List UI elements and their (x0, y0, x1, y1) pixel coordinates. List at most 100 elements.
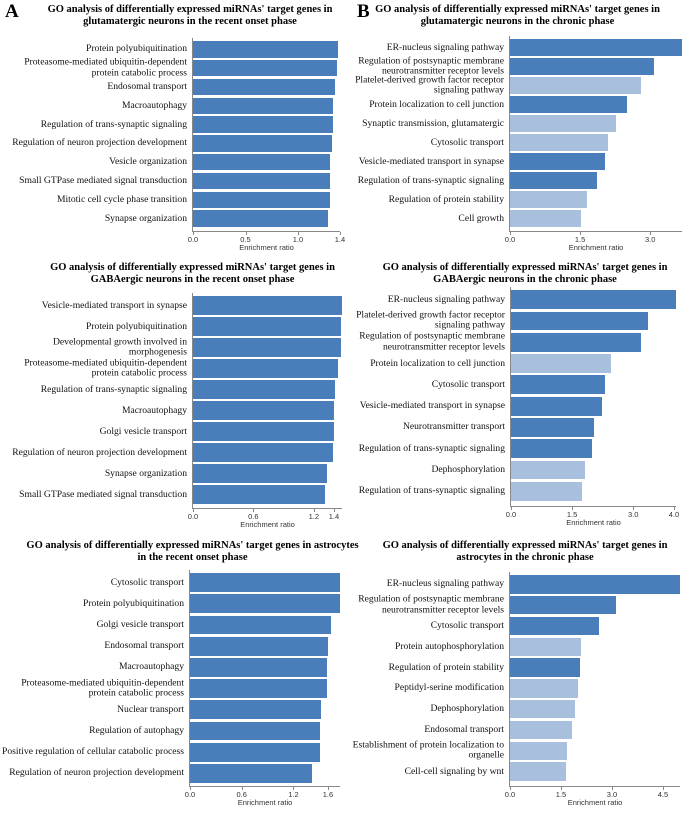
category-label: Mitotic cell cycle phase transition (56, 193, 187, 205)
x-axis-line (193, 508, 342, 509)
bar (193, 59, 337, 77)
bar (193, 135, 332, 152)
bar (193, 485, 325, 504)
chart-title: GO analysis of differentially expressed … (26, 540, 359, 563)
x-tick-mark (650, 232, 652, 235)
category-label: Protein localization to cell junction (370, 357, 505, 369)
category-label: Protein autophosphorylation (395, 640, 504, 652)
category-label: Regulation of postsynaptic membrane neur… (358, 55, 504, 77)
bar (190, 594, 340, 614)
bar (193, 78, 335, 96)
category-label: Protein polyubiquitination (83, 597, 184, 609)
category-label: Regulation of trans-synaptic signaling (357, 174, 504, 186)
bar (190, 615, 332, 635)
bar (193, 464, 327, 483)
category-label: Protein polyubiquitination (86, 43, 187, 55)
bar (510, 596, 617, 615)
bar (511, 481, 582, 501)
x-tick-label: 3.0 (628, 510, 639, 519)
x-tick-label: 0.6 (248, 512, 259, 521)
category-label: Proteasome-mediated ubiquitin-dependent … (24, 56, 187, 79)
category-label: Cytosolic transport (110, 576, 184, 588)
bar (510, 575, 680, 594)
bar (510, 172, 597, 189)
bar (193, 153, 330, 171)
x-axis-line (193, 231, 340, 232)
bar (193, 172, 330, 190)
x-tick-mark (561, 787, 562, 790)
category-label: Platelet-derived growth factor receptor … (356, 309, 505, 331)
x-axis-line (510, 786, 680, 787)
x-tick-mark (293, 787, 295, 790)
x-tick-label: 1.5 (566, 510, 578, 519)
x-axis-line (510, 231, 682, 232)
bar (193, 116, 333, 133)
category-label: Cytosolic transport (431, 378, 505, 390)
x-tick-label: 1.2 (308, 512, 320, 521)
category-label: Cell-cell signaling by wnt (404, 765, 504, 777)
category-label: Positive regulation of cellular cataboli… (2, 745, 184, 757)
category-label: Neurotransmitter transport (402, 421, 505, 433)
chart-title: GO analysis of differentially expressed … (382, 540, 668, 563)
chart-title: GO analysis of differentially expressed … (47, 4, 333, 27)
x-tick-mark (572, 507, 574, 510)
x-axis-label: Enrichment ratio (568, 243, 624, 252)
x-tick-label: 4.5 (657, 790, 669, 799)
x-tick-mark (510, 232, 511, 235)
bar (510, 741, 568, 760)
bar (510, 679, 578, 698)
category-label: Regulation of protein stability (388, 661, 504, 673)
bar (193, 317, 341, 336)
y-axis-line (509, 36, 510, 232)
x-tick-label: 4.0 (668, 510, 680, 519)
y-axis-line (192, 38, 193, 232)
category-label: Proteasome-mediated ubiquitin-dependent … (24, 357, 187, 379)
x-tick-label: 1.2 (288, 790, 299, 799)
chart-title: GO analysis of differentially expressed … (382, 262, 668, 285)
bar (510, 191, 588, 208)
x-tick-mark (633, 507, 635, 510)
category-label: Developmental growth involved in morphog… (52, 336, 187, 358)
category-label: Macroautophagy (121, 404, 187, 416)
bar (511, 418, 595, 437)
x-tick-label: 0.0 (504, 235, 516, 244)
category-label: Protein localization to cell junction (369, 98, 504, 110)
category-label: Nuclear transport (117, 703, 184, 715)
x-tick-label: 1.5 (574, 235, 586, 244)
category-label: Regulation of trans-synaptic signaling (40, 118, 187, 130)
x-axis-label: Enrichment ratio (239, 243, 294, 252)
bar (510, 39, 682, 56)
x-tick-mark (333, 509, 335, 512)
x-tick-mark (340, 232, 341, 235)
bar (190, 658, 328, 677)
x-tick-label: 0.0 (187, 512, 199, 521)
category-label: Regulation of trans-synaptic signaling (358, 442, 505, 454)
bar (511, 439, 593, 459)
category-label: Vesicle-mediated transport in synapse (41, 299, 187, 311)
bar (510, 58, 654, 75)
x-tick-label: 1.0 (292, 235, 304, 244)
x-axis-label: Enrichment ratio (240, 520, 295, 529)
chart-title: GO analysis of differentially expressed … (375, 4, 660, 27)
category-label: Protein polyubiquitination (86, 320, 187, 332)
x-tick-mark (663, 787, 664, 790)
x-tick-label: 1.4 (328, 512, 340, 521)
x-tick-label: 3.0 (644, 235, 656, 244)
panel-letter: A (5, 1, 19, 22)
x-tick-label: 0.0 (187, 235, 199, 244)
x-tick-mark (298, 232, 299, 235)
category-label: Cell growth (458, 212, 504, 224)
category-label: Regulation of trans-synaptic signaling (40, 383, 187, 395)
bar (193, 443, 333, 462)
bar (193, 401, 334, 420)
bar (193, 210, 329, 227)
y-axis-line (189, 570, 190, 787)
category-label: Synapse organization (104, 467, 187, 479)
x-tick-label: 1.6 (322, 790, 334, 799)
x-tick-mark (580, 232, 582, 235)
category-label: Regulation of neuron projection developm… (12, 137, 187, 149)
category-label: Regulation of postsynaptic membrane neur… (359, 330, 505, 353)
bar (190, 636, 328, 656)
x-tick-mark (193, 509, 194, 512)
